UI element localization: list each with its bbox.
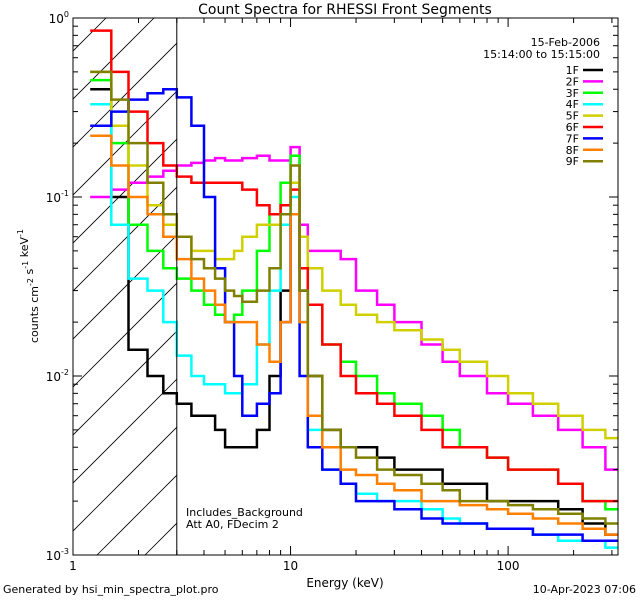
y-tick-label: 10-1: [46, 189, 69, 205]
x-tick-label: 1: [69, 559, 77, 573]
series-line-7F: [90, 87, 618, 543]
y-tick-label: 100: [49, 10, 69, 26]
generated-by-note: Generated by hsi_min_spectra_plot.pro: [3, 583, 219, 596]
legend-label-2F: 2F: [566, 75, 579, 88]
hatch-line: [73, 282, 177, 388]
hatch-line: [337, 0, 640, 555]
x-tick-label: 100: [497, 559, 520, 573]
legend-label-7F: 7F: [566, 132, 579, 145]
attenuator-annotation: Att A0, FDecim 2: [186, 518, 279, 531]
chart-title: Count Spectra for RHESSI Front Segments: [198, 2, 492, 18]
y-axis-label: counts cm-2 s-1 keV-1: [16, 229, 41, 343]
legend-label-1F: 1F: [566, 64, 579, 77]
hatch-line: [73, 378, 177, 484]
time-range-annotation: 15:14:00 to 15:15:00: [483, 48, 600, 61]
timestamp-note: 10-Apr-2023 07:06: [532, 583, 636, 596]
x-axis-label: Energy (keV): [306, 576, 383, 590]
hatch-line: [73, 234, 177, 340]
y-tick-label: 10-2: [46, 368, 69, 384]
hatch-line: [73, 186, 177, 292]
legend-label-6F: 6F: [566, 121, 579, 134]
hatch-line: [73, 426, 177, 532]
series-line-2F: [90, 145, 618, 471]
hatch-line: [0, 0, 121, 555]
hatch-line: [73, 42, 177, 148]
series-line-5F: [90, 70, 618, 440]
hatch-line: [73, 18, 155, 100]
date-annotation: 15-Feb-2006: [531, 36, 600, 49]
background-annotation: Includes_Background: [186, 506, 303, 519]
plot-frame: [72, 17, 619, 556]
legend-label-4F: 4F: [566, 98, 579, 111]
hatched-region: [0, 0, 640, 555]
series-line-9F: [90, 70, 618, 525]
legend-label-8F: 8F: [566, 144, 579, 157]
series-line-3F: [90, 78, 618, 511]
y-tick-label: 10-3: [46, 547, 69, 563]
hatch-line: [73, 90, 177, 196]
legend-label-9F: 9F: [566, 155, 579, 168]
legend-label-5F: 5F: [566, 110, 579, 123]
series-line-1F: [90, 87, 618, 536]
hatch-line: [0, 0, 73, 555]
series-line-6F: [90, 29, 618, 503]
x-tick-label: 10: [283, 559, 298, 573]
series-line-8F: [90, 134, 618, 536]
hatch-line: [73, 330, 177, 436]
legend-label-3F: 3F: [566, 87, 579, 100]
